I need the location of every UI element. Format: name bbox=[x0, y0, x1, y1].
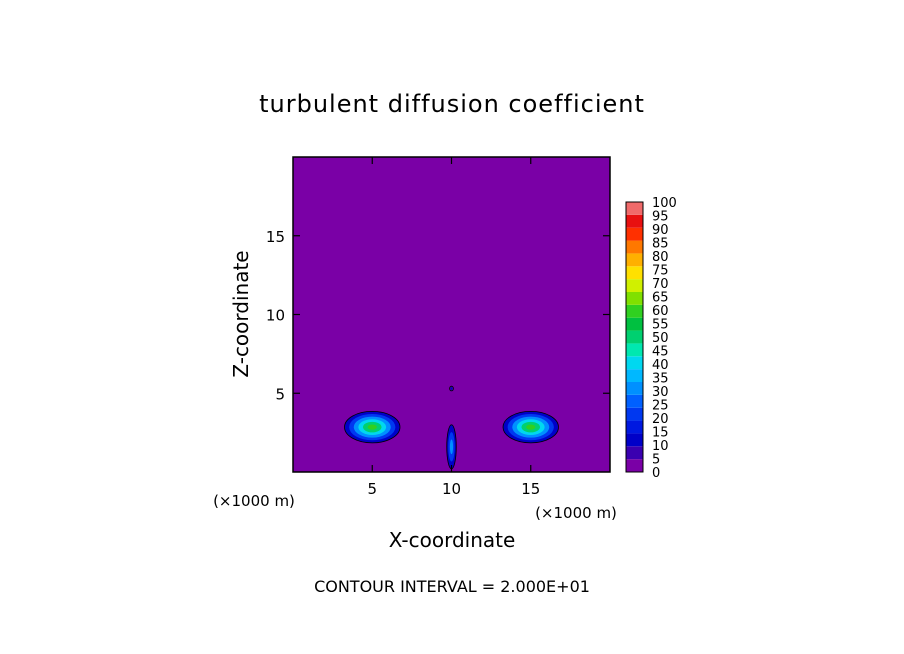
colorbar-label: 20 bbox=[652, 412, 669, 427]
y-tick-label: 15 bbox=[266, 228, 285, 246]
colorbar-swatch bbox=[626, 330, 643, 344]
colorbar-label: 100 bbox=[652, 196, 677, 211]
colorbar-swatch bbox=[626, 433, 643, 447]
colorbar-label: 85 bbox=[652, 237, 669, 252]
axis-tick-labels: 5 10 15 5 10 15 bbox=[266, 228, 540, 498]
colorbar-label: 60 bbox=[652, 304, 669, 319]
colorbar-swatch bbox=[626, 292, 643, 305]
colorbar-label: 25 bbox=[652, 399, 669, 414]
axis-ticks bbox=[293, 157, 610, 472]
colorbar-label: 95 bbox=[652, 210, 669, 225]
colorbar-label: 15 bbox=[652, 426, 669, 441]
colorbar-label: 35 bbox=[652, 372, 669, 387]
colorbar-label: 80 bbox=[652, 250, 669, 265]
left-rotor-contour bbox=[367, 424, 377, 430]
colorbar-swatch bbox=[626, 227, 643, 241]
colorbar-swatch bbox=[626, 356, 643, 370]
colorbar-swatch bbox=[626, 202, 643, 215]
colorbar-label: 10 bbox=[652, 439, 669, 454]
colorbar-label: 30 bbox=[652, 385, 669, 400]
x-tick-label: 10 bbox=[442, 480, 461, 498]
small-cell bbox=[449, 385, 454, 392]
y-axis-label: Z-coordinate bbox=[229, 250, 253, 377]
right-rotor-contour bbox=[526, 424, 536, 430]
small-cell-contour bbox=[450, 387, 453, 390]
central-plume-contour bbox=[449, 439, 454, 455]
colorbar-label: 65 bbox=[652, 291, 669, 306]
colorbar-swatch bbox=[626, 240, 643, 254]
colorbar-swatch bbox=[626, 369, 643, 382]
colorbar-label: 5 bbox=[652, 453, 660, 468]
colorbar-frame bbox=[625, 201, 644, 473]
colorbar-swatch bbox=[626, 214, 643, 228]
colorbar-swatch bbox=[626, 304, 643, 318]
colorbar-label: 50 bbox=[652, 331, 669, 346]
colorbar-swatch bbox=[626, 382, 643, 395]
colorbar-swatch bbox=[626, 446, 643, 460]
contour-interval-note: CONTOUR INTERVAL = 2.000E+01 bbox=[314, 577, 590, 596]
y-tick-label: 5 bbox=[275, 385, 285, 403]
colorbar-label: 90 bbox=[652, 223, 669, 238]
colorbar-label: 55 bbox=[652, 318, 669, 333]
colorbar-label: 0 bbox=[652, 466, 660, 481]
colorbar: 0510152025303540455055606570758085909510… bbox=[625, 196, 677, 481]
colorbar-swatch bbox=[626, 394, 643, 408]
colorbar-label: 40 bbox=[652, 358, 669, 373]
colorbar-swatch bbox=[626, 279, 643, 292]
colorbar-swatch bbox=[626, 343, 643, 357]
x-tick-label: 5 bbox=[367, 480, 377, 498]
x-axis-label: X-coordinate bbox=[389, 528, 516, 552]
plot-background bbox=[293, 157, 610, 472]
colorbar-label: 45 bbox=[652, 345, 669, 360]
y-tick-label: 10 bbox=[266, 307, 285, 325]
x-unit-label: (×1000 m) bbox=[535, 504, 617, 522]
colorbar-label: 70 bbox=[652, 277, 669, 292]
colorbar-swatch bbox=[626, 459, 643, 472]
contour-field bbox=[344, 385, 559, 470]
right-rotor bbox=[502, 410, 559, 444]
colorbar-swatch bbox=[626, 266, 643, 280]
colorbar-swatch bbox=[626, 420, 643, 434]
colorbar-swatch bbox=[626, 407, 643, 421]
central-plume bbox=[446, 424, 457, 470]
x-tick-label: 15 bbox=[521, 480, 540, 498]
colorbar-swatch bbox=[626, 253, 643, 267]
colorbar-label: 75 bbox=[652, 264, 669, 279]
y-unit-label: (×1000 m) bbox=[213, 492, 295, 510]
chart-title: turbulent diffusion coefficient bbox=[259, 90, 645, 118]
left-rotor bbox=[344, 410, 401, 444]
colorbar-swatch bbox=[626, 317, 643, 331]
